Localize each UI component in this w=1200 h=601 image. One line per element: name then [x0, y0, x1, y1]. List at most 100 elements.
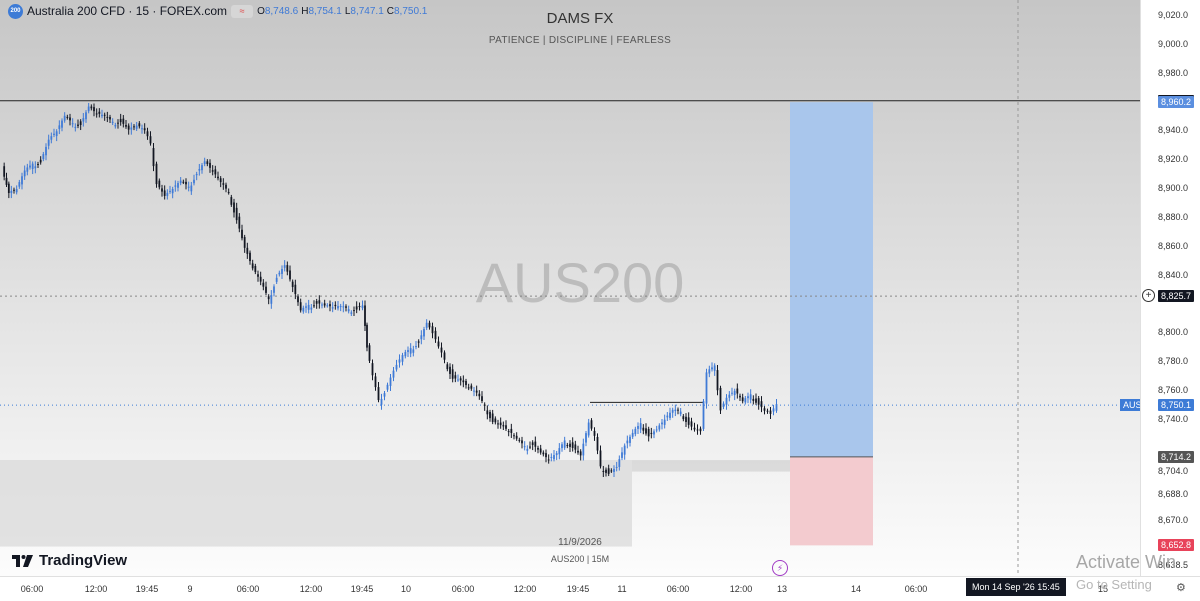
- candle-body: [518, 439, 521, 441]
- candle-body: [219, 178, 222, 183]
- time-axis-label: 15: [1097, 584, 1109, 594]
- candle-body: [626, 440, 629, 444]
- zone-extension-box: [632, 460, 873, 472]
- add-alert-plus-icon[interactable]: +: [1142, 289, 1155, 302]
- candle-body: [163, 190, 166, 196]
- candle-body: [315, 301, 318, 304]
- candle-body: [621, 452, 623, 458]
- price-axis-label: 8,670.0: [1158, 514, 1189, 525]
- candle-body: [605, 469, 607, 473]
- chart-area[interactable]: 200 Australia 200 CFD · 15 · FOREX.com ≈…: [0, 0, 1140, 576]
- candle-body: [109, 117, 111, 120]
- candle-body: [103, 114, 106, 116]
- candle-body: [747, 396, 749, 399]
- candle-body: [155, 163, 158, 185]
- candle-body: [133, 126, 135, 128]
- candle-body: [766, 410, 769, 412]
- candle-body: [653, 431, 655, 435]
- candle-body: [615, 466, 618, 468]
- candle-body: [111, 121, 114, 123]
- candle-body: [486, 410, 489, 415]
- candle-body: [728, 394, 731, 398]
- candle-body: [693, 427, 696, 430]
- candle-body: [3, 166, 6, 177]
- compare-toggle-icon[interactable]: ≈: [231, 4, 254, 18]
- ohlc-value-l: 8,747.1: [350, 5, 384, 17]
- candle-body: [149, 136, 152, 144]
- candle-body: [571, 442, 574, 448]
- candle-body: [74, 126, 77, 128]
- candle-body: [187, 186, 190, 188]
- candle-body: [634, 428, 637, 435]
- candle-body: [249, 252, 251, 262]
- ohlc-value-o: 8,748.6: [264, 5, 299, 17]
- candle-body: [321, 304, 323, 306]
- candle-body: [515, 435, 518, 439]
- candle-body: [246, 247, 249, 254]
- candle-body: [310, 307, 313, 310]
- price-axis-label: 8,900.0: [1158, 183, 1189, 193]
- candle-body: [499, 422, 502, 426]
- candle-body: [412, 349, 415, 353]
- candle-body: [47, 139, 50, 146]
- candle-body: [82, 118, 85, 122]
- long-position-target-zone: [790, 102, 873, 457]
- candle-body: [539, 448, 542, 453]
- candle-body: [195, 174, 198, 176]
- candle-body: [350, 312, 353, 314]
- candle-body: [639, 423, 642, 430]
- candle-body: [674, 409, 677, 412]
- candle-body: [610, 470, 613, 472]
- time-axis-label: 9: [187, 584, 193, 594]
- candle-body: [241, 229, 243, 239]
- candle-body: [125, 124, 127, 127]
- candle-body: [752, 398, 755, 401]
- candle-body: [206, 161, 209, 165]
- candle-body: [114, 124, 117, 127]
- lightning-icon[interactable]: ⚡: [772, 560, 788, 576]
- candle-body: [526, 448, 529, 451]
- candle-body: [225, 184, 227, 189]
- candle-body: [669, 412, 671, 418]
- candle-body: [547, 459, 550, 461]
- symbol-title[interactable]: Australia 200 CFD · 15 · FOREX.com: [27, 4, 228, 18]
- candle-body: [23, 170, 26, 177]
- candle-body: [230, 197, 233, 205]
- candle-body: [685, 416, 687, 422]
- price-axis-label: 8,980.0: [1158, 67, 1189, 78]
- candle-body: [775, 404, 778, 411]
- candle-body: [725, 397, 728, 405]
- candle-body: [334, 304, 337, 307]
- candle-body: [15, 189, 18, 193]
- candle-body: [61, 120, 63, 128]
- candle-body: [101, 114, 103, 117]
- tradingview-logo[interactable]: TradingView: [12, 552, 127, 569]
- candle-body: [275, 277, 278, 282]
- price-chart[interactable]: [0, 0, 1140, 576]
- candle-body: [561, 444, 563, 449]
- candle-body: [383, 393, 386, 397]
- candle-body: [457, 379, 459, 381]
- candle-body: [555, 453, 558, 456]
- candle-body: [772, 408, 775, 412]
- candle-body: [677, 409, 679, 411]
- candle-body: [719, 387, 722, 411]
- candle-body: [386, 384, 389, 390]
- candle-body: [708, 369, 711, 374]
- candle-body: [302, 307, 305, 312]
- candle-body: [141, 128, 143, 130]
- candle-body: [459, 378, 462, 381]
- candle-body: [233, 202, 235, 213]
- price-axis-label: 9,020.0: [1158, 10, 1189, 20]
- ohlc-key-l: L: [344, 5, 351, 17]
- price-tag: 8,960.2: [1158, 96, 1195, 109]
- settings-gear-icon[interactable]: ⚙: [1176, 582, 1186, 594]
- symbol-watermark: AUS200: [475, 251, 685, 314]
- candle-body: [289, 270, 291, 280]
- candle-body: [37, 164, 39, 166]
- price-tag: 8,652.8: [1158, 539, 1195, 552]
- candle-body: [483, 404, 486, 406]
- price-axis[interactable]: 9,020.0 9,000.0 8,980.0 8,940.0 8,920.0 8,900…: [1140, 0, 1200, 576]
- candle-body: [623, 445, 626, 455]
- candle-body: [161, 188, 163, 192]
